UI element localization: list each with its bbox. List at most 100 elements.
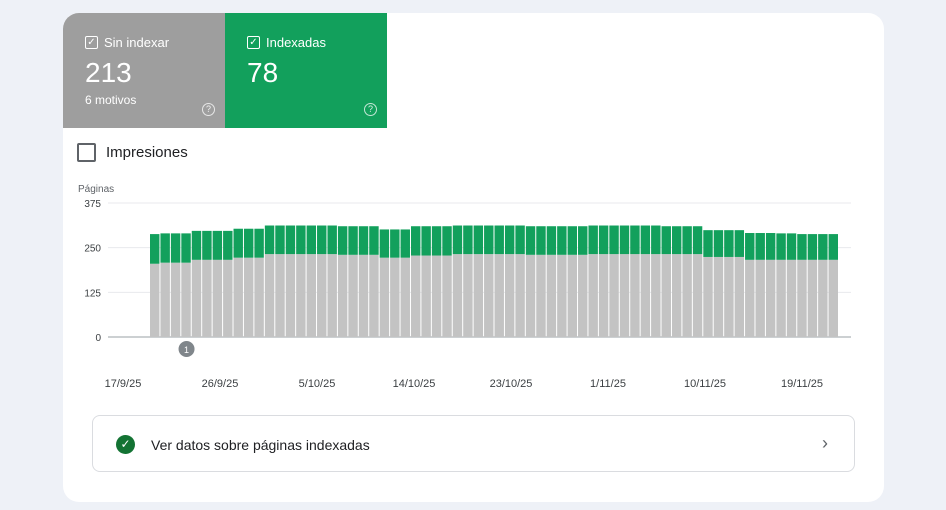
x-tick-label: 10/11/25 (684, 378, 726, 390)
bar-indexed (818, 234, 828, 260)
y-tick-label: 0 (95, 333, 101, 344)
bar-indexed (421, 226, 431, 256)
bar-indexed (337, 226, 348, 255)
bar-not-indexed (264, 254, 275, 337)
bar-indexed (442, 226, 452, 256)
x-tick-label: 17/9/25 (105, 378, 142, 390)
bar-not-indexed (515, 254, 525, 337)
impressions-label: Impresiones (106, 144, 188, 161)
bar-not-indexed (306, 254, 317, 337)
bar-not-indexed (765, 259, 776, 337)
bar-not-indexed (504, 254, 515, 337)
bar-not-indexed (609, 254, 619, 337)
bar-not-indexed (317, 254, 327, 337)
bar-not-indexed (202, 259, 212, 337)
bar-not-indexed (630, 254, 640, 337)
bar-indexed (358, 226, 369, 255)
bar-not-indexed (463, 254, 473, 337)
help-icon[interactable]: ? (364, 103, 377, 116)
bar-indexed (765, 233, 776, 260)
bar-not-indexed (431, 255, 442, 337)
bar-indexed (275, 225, 285, 255)
bar-indexed (181, 233, 191, 263)
bar-indexed (317, 225, 327, 255)
bar-not-indexed (181, 262, 191, 337)
annotation-marker (178, 341, 195, 357)
bar-indexed (724, 230, 734, 257)
pages-chart: Páginas 375 250 125 0 1 17/9/25 26/9/25 5/10/25 1… (63, 177, 863, 402)
bar-not-indexed (170, 262, 181, 337)
bar-indexed (755, 233, 765, 260)
bar-not-indexed (755, 259, 765, 337)
bar-indexed (745, 233, 755, 260)
bar-indexed (254, 228, 264, 258)
bar-indexed (390, 229, 400, 258)
checkbox-checked-icon[interactable]: ✓ (247, 36, 260, 49)
bar-not-indexed (828, 259, 838, 337)
bar-indexed (692, 226, 703, 255)
bar-not-indexed (223, 259, 233, 337)
bar-indexed (713, 230, 724, 257)
bar-not-indexed (400, 257, 410, 337)
bar-not-indexed (337, 254, 348, 337)
y-axis-title: Páginas (78, 184, 114, 195)
help-icon[interactable]: ? (202, 103, 215, 116)
view-indexed-pages-label: Ver datos sobre páginas indexadas (151, 437, 370, 453)
bar-not-indexed (442, 255, 452, 337)
bar-indexed (160, 233, 170, 263)
checkbox-checked-icon[interactable]: ✓ (85, 36, 98, 49)
bar-not-indexed (379, 257, 390, 337)
bar-not-indexed (619, 254, 630, 337)
impressions-toggle[interactable]: Impresiones (77, 143, 188, 162)
bar-not-indexed (692, 254, 703, 337)
bar-not-indexed (421, 255, 431, 337)
x-tick-label: 23/10/25 (490, 378, 533, 390)
tile-indexed[interactable]: ✓ Indexadas 78 ? (225, 13, 387, 128)
bar-not-indexed (567, 254, 578, 337)
x-tick-label: 19/11/25 (781, 378, 823, 390)
bar-indexed (202, 230, 212, 260)
bar-indexed (651, 225, 661, 255)
x-tick-label: 26/9/25 (202, 378, 239, 390)
bar-indexed (400, 229, 410, 258)
bar-indexed (410, 226, 421, 256)
bar-not-indexed (588, 254, 598, 337)
bar-not-indexed (150, 263, 160, 337)
y-tick-label: 250 (84, 244, 101, 255)
x-tick-label: 5/10/25 (299, 378, 336, 390)
bar-indexed (630, 225, 640, 255)
bar-indexed (463, 225, 473, 255)
bar-indexed (828, 234, 838, 260)
bar-not-indexed (818, 259, 828, 337)
bar-indexed (348, 226, 358, 255)
bar-not-indexed (671, 254, 682, 337)
bar-not-indexed (557, 254, 567, 337)
bar-not-indexed (285, 254, 296, 337)
bar-not-indexed (369, 254, 379, 337)
checkbox-unchecked-icon[interactable] (77, 143, 96, 162)
bar-indexed (776, 233, 786, 260)
bar-indexed (504, 225, 515, 255)
tile-not-indexed-value: 213 (85, 57, 132, 88)
bar-indexed (661, 226, 671, 255)
bar-not-indexed (410, 255, 421, 337)
tile-not-indexed-sub: 6 motivos (85, 93, 137, 107)
bar-not-indexed (734, 256, 745, 337)
bar-indexed (567, 226, 578, 255)
bar-not-indexed (703, 256, 713, 337)
tile-not-indexed[interactable]: ✓ Sin indexar 213 6 motivos ? (63, 13, 225, 128)
tile-indexed-header: ✓ Indexadas (247, 35, 326, 50)
bar-indexed (640, 225, 651, 255)
bar-indexed (484, 225, 494, 255)
bar-indexed (734, 230, 745, 257)
bar-indexed (306, 225, 317, 255)
bar-not-indexed (452, 254, 463, 337)
pages-chart-svg: Páginas 375 250 125 0 1 17/9/25 26/9/25 5/10/25 1… (78, 184, 851, 390)
view-indexed-pages-link[interactable]: ✓ Ver datos sobre páginas indexadas › (92, 415, 855, 472)
bar-indexed (609, 225, 619, 255)
bar-indexed (598, 225, 609, 255)
bar-not-indexed (327, 254, 337, 337)
bar-not-indexed (807, 259, 818, 337)
bar-indexed (807, 234, 818, 260)
bar-not-indexed (358, 254, 369, 337)
